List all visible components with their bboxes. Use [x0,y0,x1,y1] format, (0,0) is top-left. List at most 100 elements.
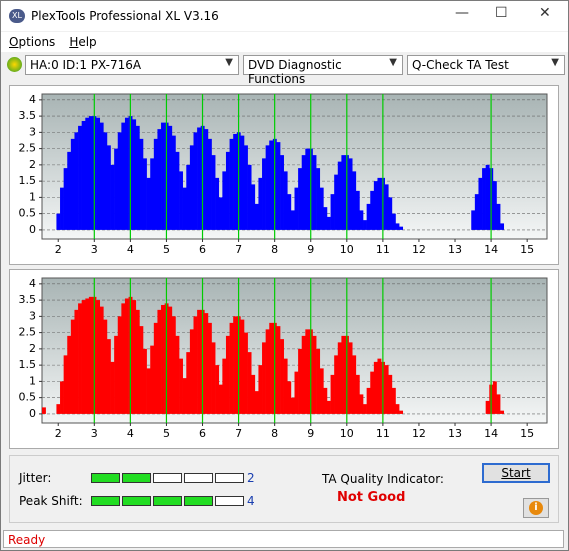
bar [121,303,126,414]
bar [359,394,364,414]
info-button[interactable]: i [523,498,549,518]
x-tick-label: 5 [163,243,170,256]
bar [287,381,292,414]
app-icon: XL [9,9,25,23]
bar [492,181,497,230]
bar [78,303,82,414]
bar [305,148,310,230]
ta-quality-result: Not Good [337,490,406,505]
x-tick-label: 12 [412,243,426,256]
bar [280,155,284,230]
test-select[interactable]: Q-Check TA Test ▼ [407,55,565,75]
bar [323,207,328,230]
jitter-meter [91,472,246,486]
bar [258,177,263,230]
x-tick-label: 6 [199,427,206,440]
bar [352,171,357,230]
maximize-button[interactable]: ☐ [495,5,508,21]
bar [124,117,129,230]
bar [280,339,284,414]
y-tick-label: 2 [29,342,36,355]
bar [276,326,281,414]
x-tick-label: 3 [91,243,98,256]
x-tick-label: 14 [484,427,498,440]
x-tick-label: 8 [271,243,278,256]
bar [211,342,216,414]
bar [197,127,202,230]
bar [168,306,173,414]
bar [395,223,400,230]
x-tick-label: 3 [91,427,98,440]
bar [330,374,335,414]
bar [330,194,335,230]
bar [244,145,248,230]
bar [103,132,108,230]
menu-item[interactable]: Help [69,35,97,49]
bar [283,171,288,230]
x-tick-label: 2 [55,427,62,440]
peak-shift-meter [91,495,246,509]
bar [121,122,126,230]
info-icon: i [529,501,543,515]
bar [399,226,404,230]
bar [337,161,342,230]
bar [373,181,378,230]
peak-shift-label: Peak Shift: [19,494,83,508]
bar [478,177,483,230]
function-select[interactable]: DVD Diagnostic Functions ▼ [243,55,403,86]
bar [171,316,176,414]
bar [471,210,476,230]
bar [334,174,339,230]
bar [106,339,111,414]
bar [225,151,230,230]
bar [67,335,72,414]
meter-segment [153,496,182,506]
start-button[interactable]: Start [482,463,550,483]
bar [132,119,137,230]
bar [485,164,490,230]
bar [312,155,317,230]
drive-select[interactable]: HA:0 ID:1 PX-716A ▼ [25,55,239,75]
bar [117,316,122,414]
x-tick-label: 14 [484,243,498,256]
drive-icon [7,57,22,72]
bar [135,125,140,230]
bar [319,187,324,230]
bar [124,298,129,414]
bar [388,374,393,414]
bar [186,164,191,230]
bar [265,145,270,230]
bar [215,177,220,230]
bar [298,348,303,414]
result-panel [9,455,559,523]
minimize-button[interactable]: — [455,5,469,21]
bar [391,387,396,414]
bar [157,129,162,230]
bar [88,116,93,230]
function-label: DVD Diagnostic Functions [248,58,342,86]
status-bar: Ready [3,530,564,548]
bar [197,309,202,414]
bar [348,342,353,414]
bar [207,322,212,414]
bar [384,365,389,414]
chart-panel: 0 0.5 1 1.5 2 2.5 3 3.5 4 2 3 4 5 6 7 8 9 10 11 12 13 14 15 [9,85,559,265]
status-text: Ready [8,533,46,547]
bar [363,404,367,414]
bar [70,138,75,230]
bar [341,155,346,230]
bar [244,332,248,414]
menu-item[interactable]: Options [9,35,56,49]
bar [56,213,61,230]
y-tick-label: 1.5 [19,358,37,371]
bar [182,378,187,414]
bar [56,404,61,414]
x-tick-label: 9 [307,427,314,440]
bar [301,155,306,230]
chart: 0 0.5 1 1.5 2 2.5 3 3.5 4 2 3 4 5 6 7 8 9 10 11 12 13 14 15 [19,277,548,440]
close-button[interactable]: ✕ [539,5,551,21]
bar [146,368,151,414]
bar [262,158,266,230]
bar [218,197,223,230]
y-tick-label: 1.5 [19,174,37,187]
